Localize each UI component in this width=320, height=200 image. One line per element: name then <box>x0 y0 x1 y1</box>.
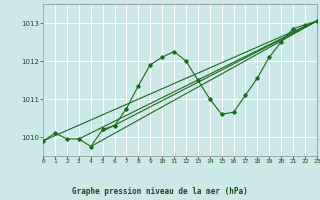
Text: Graphe pression niveau de la mer (hPa): Graphe pression niveau de la mer (hPa) <box>72 187 248 196</box>
